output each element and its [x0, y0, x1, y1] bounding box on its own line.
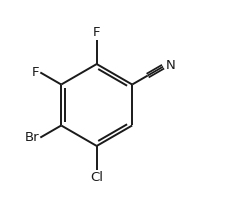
- Text: F: F: [32, 66, 39, 79]
- Text: Cl: Cl: [90, 171, 103, 184]
- Text: Br: Br: [25, 131, 39, 144]
- Text: F: F: [93, 26, 101, 39]
- Text: N: N: [166, 59, 176, 72]
